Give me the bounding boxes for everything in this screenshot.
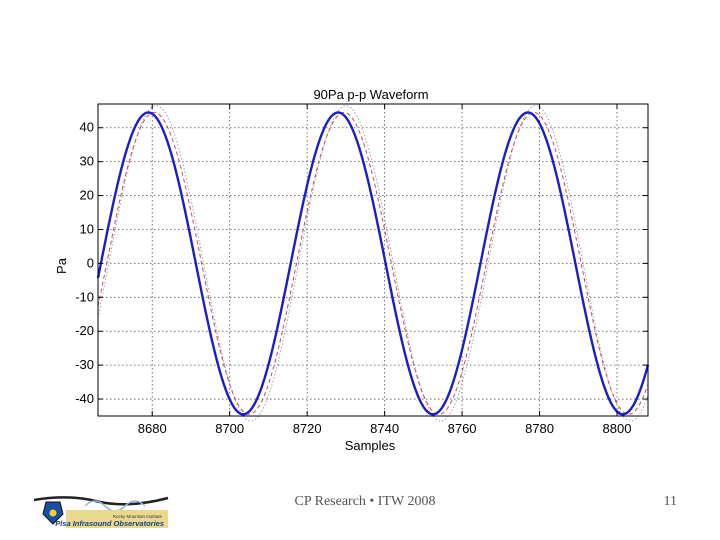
x-tick-label: 8720 — [293, 421, 322, 436]
x-tick-label: 8680 — [138, 421, 167, 436]
series-line-envelope — [97, 105, 649, 422]
y-tick-label: 10 — [80, 221, 94, 236]
x-tick-label: 8740 — [370, 421, 399, 436]
y-tick-label: -40 — [75, 391, 94, 406]
y-tick-label: -30 — [75, 357, 94, 372]
series-lines — [96, 105, 650, 422]
x-tick-label: 8780 — [525, 421, 554, 436]
grid-lines — [98, 104, 648, 416]
y-axis-label: Pa — [54, 257, 69, 274]
x-tick-label: 8760 — [448, 421, 477, 436]
series-line-measured — [96, 111, 650, 416]
y-tick-label: 0 — [87, 255, 94, 270]
logo-line1: Rocky Mountain Institute — [113, 514, 163, 519]
x-tick-label: 8700 — [215, 421, 244, 436]
y-tick-label: -20 — [75, 323, 94, 338]
waveform-chart: 90Pa p-p Waveform 8680 8700 8720 8740 8760 87… — [54, 87, 650, 453]
page-number: 11 — [663, 494, 677, 509]
logo-banner — [66, 510, 168, 528]
footer-caption: CP Research • ITW 2008 — [294, 494, 436, 509]
plot-frame — [97, 103, 649, 417]
chart-title: 90Pa p-p Waveform — [313, 87, 428, 102]
x-tick-label: 8800 — [603, 421, 632, 436]
series-line-reference — [97, 111, 649, 415]
x-axis-ticks: 8680 8700 8720 8740 8760 8780 8800 — [138, 104, 632, 436]
y-axis-ticks: 40 30 20 10 0 -10 -20 -30 -40 — [75, 120, 648, 406]
logo-line2: Plsa Infrasound Observatories — [55, 519, 164, 528]
infrasound-logo: Rocky Mountain Institute Plsa Infrasound… — [33, 496, 169, 528]
y-tick-label: 40 — [80, 120, 94, 135]
y-tick-label: 20 — [80, 188, 94, 203]
y-tick-label: 30 — [80, 154, 94, 169]
x-axis-label: Samples — [345, 438, 396, 453]
logo-dot — [49, 509, 57, 517]
y-tick-label: -10 — [75, 289, 94, 304]
